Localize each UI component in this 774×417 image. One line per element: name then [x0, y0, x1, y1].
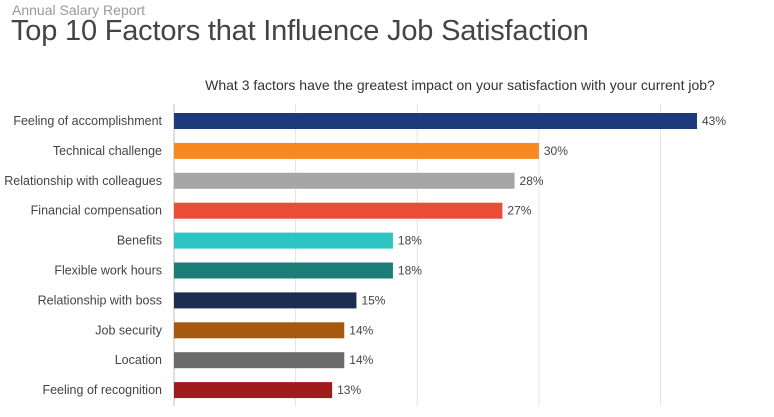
bar	[174, 142, 539, 159]
data-label: 18%	[398, 234, 422, 248]
category-label: Technical challenge	[53, 144, 162, 158]
data-label: 43%	[702, 114, 726, 128]
bar	[174, 322, 345, 339]
bar	[174, 202, 503, 219]
data-label: 28%	[520, 174, 544, 188]
category-label: Financial compensation	[31, 204, 162, 218]
category-label: Feeling of accomplishment	[13, 114, 162, 128]
data-label: 27%	[507, 204, 531, 218]
category-label: Job security	[95, 323, 162, 337]
category-label: Location	[115, 353, 162, 367]
bar	[174, 113, 697, 129]
category-label: Relationship with colleagues	[4, 174, 162, 188]
bar	[174, 292, 357, 309]
bar	[174, 382, 333, 399]
bar	[174, 232, 393, 249]
bar	[174, 262, 393, 279]
data-label: 15%	[361, 293, 385, 307]
data-label: 18%	[398, 264, 422, 278]
category-label: Feeling of recognition	[42, 383, 162, 397]
bar	[174, 172, 515, 189]
category-label: Benefits	[117, 234, 162, 248]
data-label: 13%	[337, 383, 361, 397]
category-label: Relationship with boss	[38, 293, 162, 307]
bar	[174, 352, 345, 369]
category-label: Flexible work hours	[54, 264, 162, 278]
data-label: 14%	[349, 323, 373, 337]
data-label: 14%	[349, 353, 373, 367]
report-label: Annual Salary Report	[12, 2, 146, 18]
data-label: 30%	[544, 144, 568, 158]
chart-question: What 3 factors have the greatest impact …	[205, 77, 715, 93]
page-title: Top 10 Factors that Influence Job Satisf…	[11, 15, 589, 47]
